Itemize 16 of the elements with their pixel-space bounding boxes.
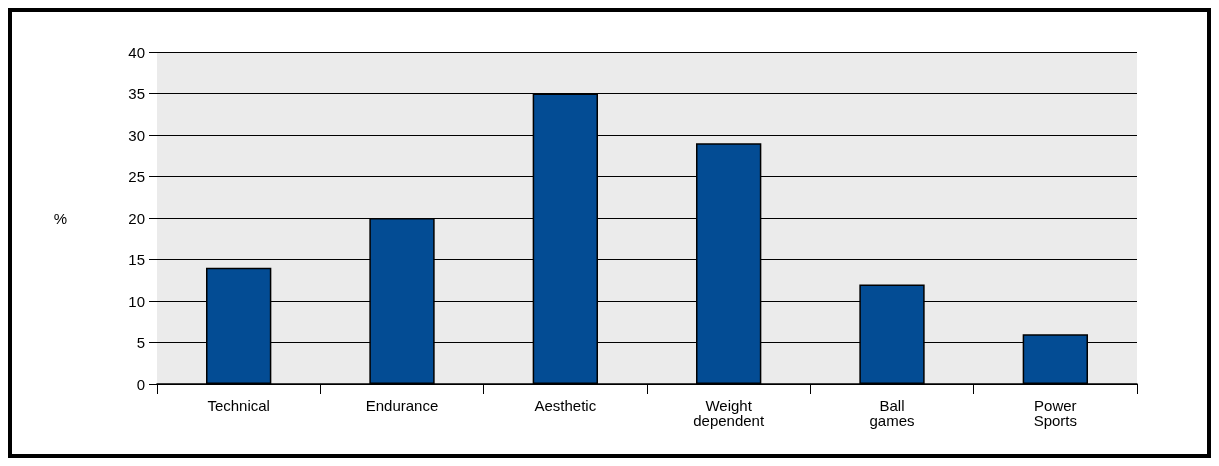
x-tick-label: Technical — [207, 397, 270, 414]
y-tick-label: 0 — [136, 375, 145, 393]
y-tick-label: 15 — [128, 251, 145, 268]
x-tick-label: Endurance — [365, 397, 439, 414]
y-tick-label: 40 — [128, 43, 145, 61]
y-tick-label: 10 — [128, 292, 145, 310]
x-tick-label: Ball games — [869, 397, 915, 429]
x-tick-label: Power Sports — [1033, 397, 1078, 429]
x-tick-label: Aesthetic — [534, 397, 597, 414]
y-tick-label: 35 — [128, 85, 145, 102]
y-tick-label: 20 — [128, 209, 145, 227]
y-tick-label: 5 — [136, 334, 145, 351]
y-tick-label: 30 — [128, 126, 145, 144]
x-tick-label: Weight dependent — [693, 397, 765, 429]
y-tick-label: 25 — [128, 168, 145, 185]
y-axis-title: % — [53, 209, 67, 227]
